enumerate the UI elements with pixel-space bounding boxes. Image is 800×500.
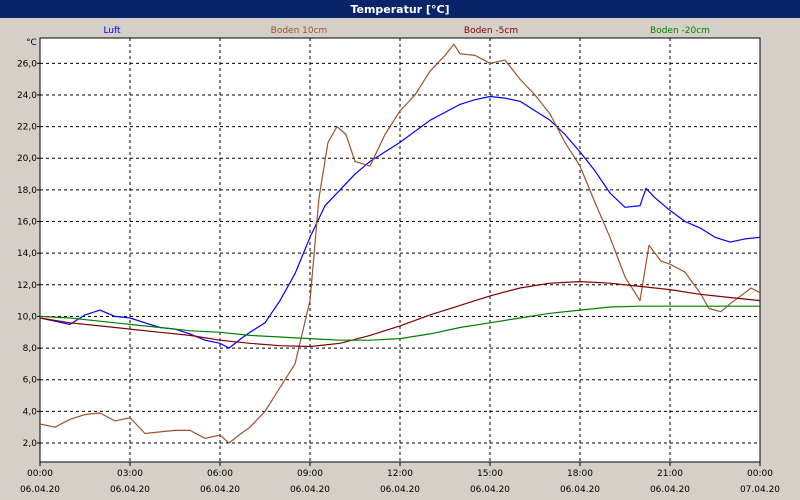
x-tick-time-label: 18:00	[567, 469, 593, 479]
x-tick-date-label: 06.04.20	[650, 485, 690, 495]
x-tick-date-label: 06.04.20	[110, 485, 150, 495]
x-tick-date-label: 06.04.20	[380, 485, 420, 495]
legend-entry-boden-10cm: Boden 10cm	[271, 26, 328, 36]
y-tick-label: 18,0	[17, 186, 37, 196]
x-tick-date-label: 06.04.20	[200, 485, 240, 495]
x-tick-date-label: 06.04.20	[20, 485, 60, 495]
series-line-boden-10cm	[39, 43, 761, 444]
series-line-boden-20cm	[39, 305, 760, 341]
legend-entry-boden-5cm: Boden -5cm	[464, 26, 518, 36]
x-tick-time-label: 09:00	[297, 469, 323, 479]
x-tick-date-label: 07.04.20	[740, 485, 780, 495]
temperature-chart: 2,0 4,0 6,0 8,0 10,0 12,0 14,0 16,0 18,0 20,0 22,0…	[17, 26, 780, 495]
x-tick-date-label: 06.04.20	[470, 485, 510, 495]
chart-title: Temperatur [°C]	[350, 2, 450, 16]
y-tick-label: 22,0	[17, 123, 37, 133]
y-tick-label: 16,0	[17, 218, 37, 228]
x-tick-time-label: 03:00	[117, 469, 143, 479]
x-tick-time-label: 12:00	[387, 469, 413, 479]
x-tick-date-label: 06.04.20	[290, 485, 330, 495]
y-tick-label: 2,0	[23, 439, 38, 449]
legend-entry-luft: Luft	[103, 26, 121, 36]
y-tick-label: 6,0	[23, 376, 38, 386]
chart-title-bar: Temperatur [°C]	[0, 0, 800, 18]
x-tick-time-label: 21:00	[657, 469, 683, 479]
series-line-boden-5cm	[39, 281, 761, 348]
y-tick-label: 20,0	[17, 154, 37, 164]
y-tick-label: 12,0	[17, 281, 37, 291]
x-tick-date-label: 06.04.20	[560, 485, 600, 495]
x-tick-time-label: 06:00	[207, 469, 233, 479]
legend-entry-boden-20cm: Boden -20cm	[650, 26, 710, 36]
y-tick-label: 26,0	[17, 59, 37, 69]
y-tick-label: 4,0	[23, 407, 38, 417]
x-tick-time-label: 15:00	[477, 469, 503, 479]
x-tick-time-label: 00:00	[27, 469, 53, 479]
y-tick-label: 8,0	[23, 344, 38, 354]
x-tick-time-label: 00:00	[747, 469, 773, 479]
y-axis-unit: °C	[26, 38, 37, 48]
y-tick-label: 10,0	[17, 312, 37, 322]
y-tick-label: 24,0	[17, 91, 37, 101]
y-tick-label: 14,0	[17, 249, 37, 259]
